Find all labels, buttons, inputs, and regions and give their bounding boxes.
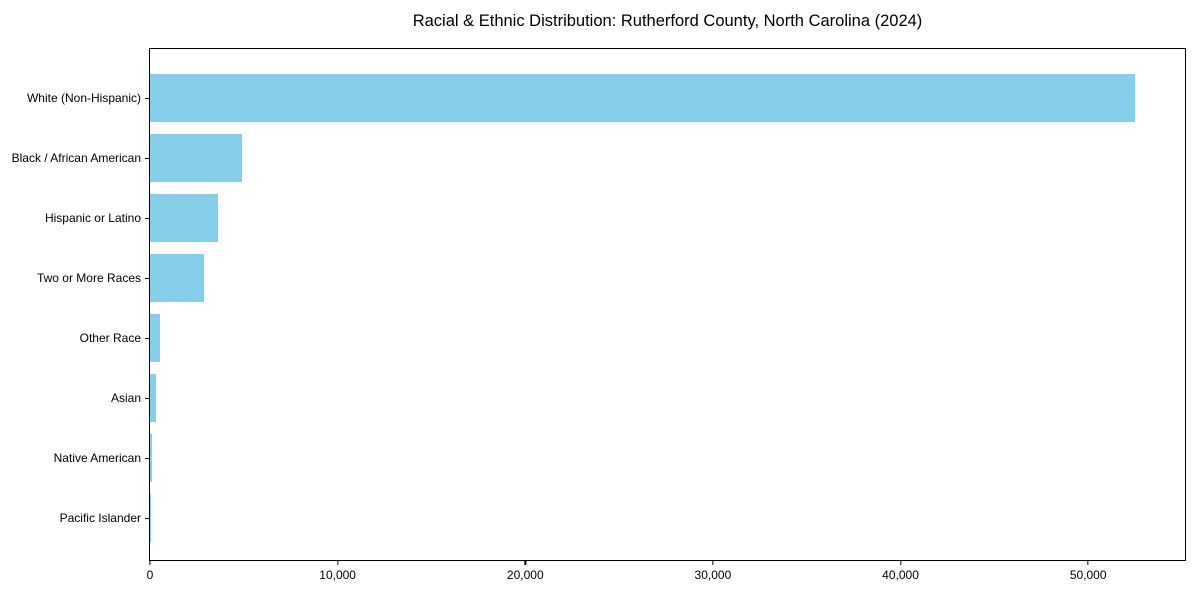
y-axis-tick — [145, 338, 150, 340]
bar — [150, 434, 152, 482]
y-axis-tick — [145, 398, 150, 400]
x-tick-label: 10,000 — [319, 568, 356, 582]
x-axis-tick — [524, 560, 526, 565]
x-tick-label: 40,000 — [882, 568, 919, 582]
y-tick-label: Pacific Islander — [59, 511, 141, 525]
y-axis-tick — [145, 218, 150, 220]
y-axis-tick — [145, 518, 150, 520]
bar — [150, 494, 151, 542]
bar — [150, 194, 219, 242]
x-axis-tick — [899, 560, 902, 565]
y-tick-label: Native American — [53, 451, 141, 465]
bar — [150, 134, 242, 182]
x-axis-tick — [712, 560, 714, 565]
bar — [150, 254, 205, 302]
x-axis-tick — [336, 560, 339, 565]
y-tick-label: Black / African American — [11, 151, 141, 165]
bar — [150, 314, 160, 362]
x-tick-label: 0 — [146, 568, 154, 582]
y-tick-label: Two or More Races — [36, 271, 141, 285]
y-tick-label: White (Non-Hispanic) — [26, 91, 141, 105]
x-tick-label: 20,000 — [506, 568, 544, 582]
y-tick-label: Asian — [110, 391, 141, 405]
x-tick-label: 50,000 — [1069, 568, 1107, 582]
chart-title: Racial & Ethnic Distribution: Rutherford… — [412, 12, 923, 30]
x-axis-tick — [149, 560, 151, 565]
x-axis-tick — [1087, 560, 1089, 565]
bar — [150, 374, 156, 422]
bar — [150, 74, 1136, 122]
y-axis-tick — [145, 278, 150, 280]
y-axis-tick — [145, 98, 150, 100]
y-tick-label: Other Race — [79, 331, 141, 345]
plot-area: White (Non-Hispanic) Black / African Amer… — [12, 48, 1186, 582]
y-axis-tick — [145, 158, 150, 160]
y-axis-tick — [145, 458, 150, 460]
x-tick-label: 30,000 — [694, 568, 732, 582]
y-tick-label: Hispanic or Latino — [44, 211, 141, 225]
